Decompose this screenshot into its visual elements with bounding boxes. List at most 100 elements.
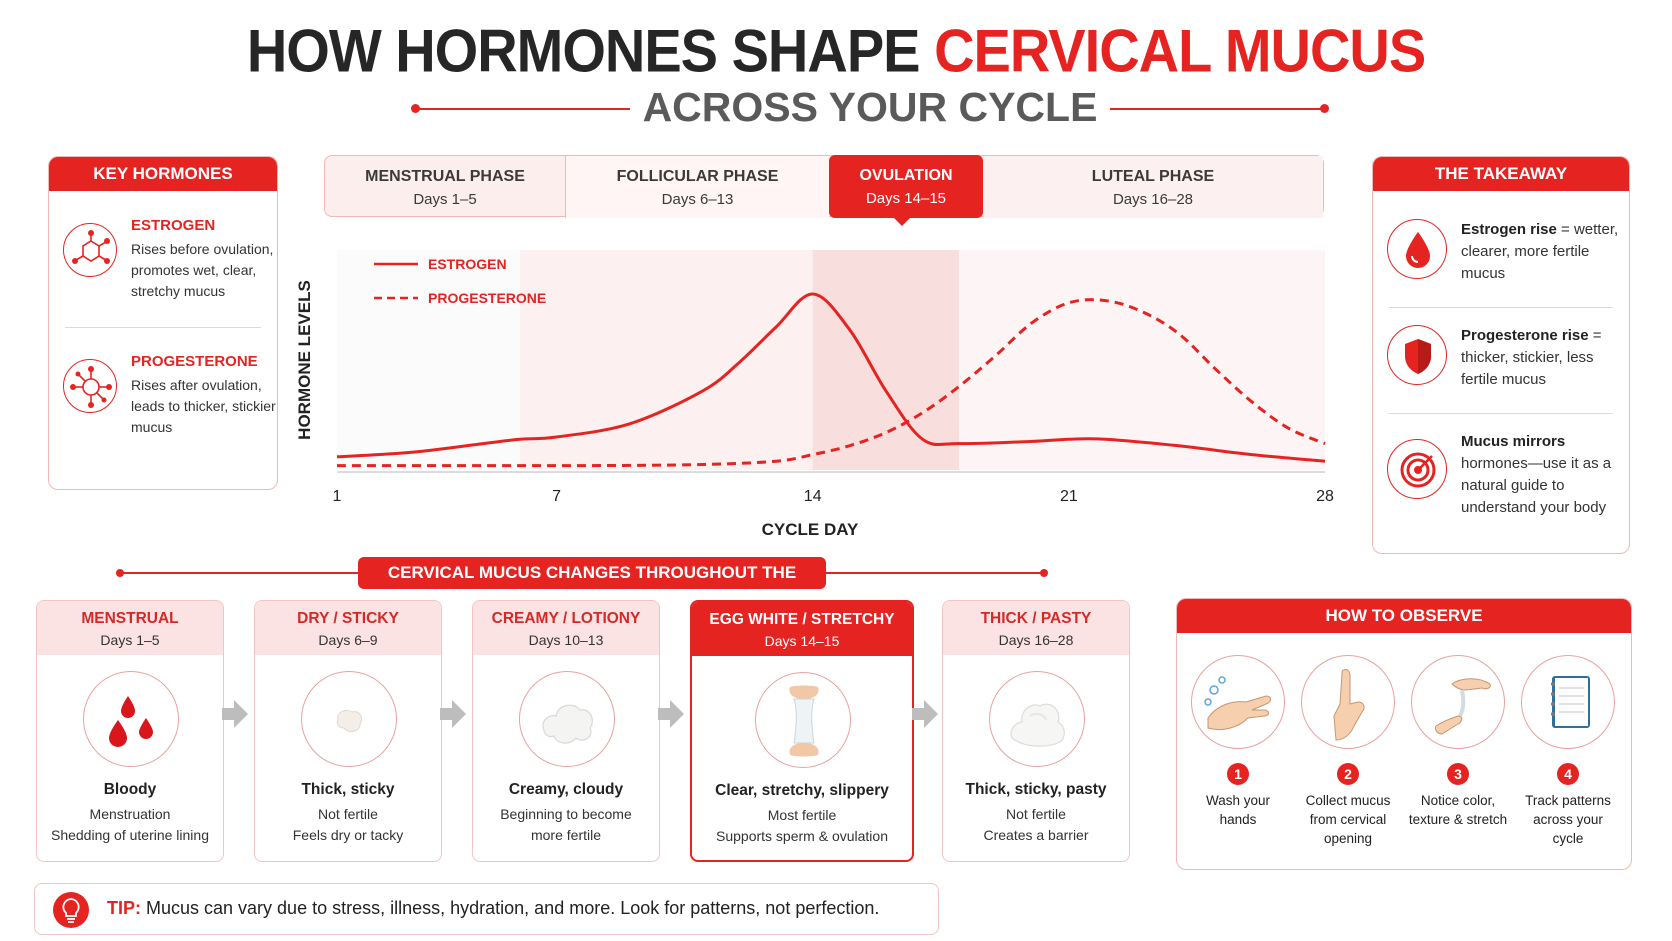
phase-follicular-name: FOLLICULAR PHASE [616,168,779,185]
step-number: 4 [1557,763,1579,785]
stretchy-fingers-icon [755,672,851,768]
mucus-rule-right [824,572,1044,574]
arrow-4 [912,700,938,728]
x-tick-label-14: 14 [804,488,822,505]
phase-follicular: FOLLICULAR PHASE Days 6–13 [565,156,829,218]
how-to-observe-panel: HOW TO OBSERVE 1 Wash your hands 2 Colle… [1176,598,1632,870]
estrogen-desc: Rises before ovulation, promotes wet, cl… [131,241,274,299]
takeaway-divider-1 [1389,307,1613,308]
series-layer [336,292,1326,468]
rule-right [1110,108,1325,110]
step-number: 2 [1337,763,1359,785]
page-subtitle: ACROSS YOUR CYCLE [642,84,1098,130]
step-text: Wash your hands [1205,793,1271,827]
hormone-chart: 1 7 14 21 28 ESTROGEN PROGESTERONE HORMONE L… [295,250,1334,539]
legend: ESTROGEN PROGESTERONE [374,256,546,306]
stretch-test-icon [1411,655,1505,749]
water-drop-icon [1387,219,1447,279]
takeaway-item-progesterone: Progesterone rise = thicker, stickier, l… [1387,325,1619,405]
hormone-divider [65,327,261,328]
x-tick-label-7: 7 [552,488,561,505]
mucus-line2: more fertile [530,827,602,843]
rule-dot-right [1320,104,1329,113]
finger-icon [1301,655,1395,749]
hormone-estrogen: ESTROGEN Rises before ovulation, promote… [63,217,273,327]
hand-wash-icon [1191,655,1285,749]
takeaway-item-estrogen: Estrogen rise = wetter, clearer, more fe… [1387,219,1619,299]
y-axis-label: HORMONE LEVELS [295,280,314,440]
rule-left [415,108,630,110]
ovulation-pointer [892,216,912,226]
phase-luteal-name: LUTEAL PHASE [1091,168,1215,185]
series-estrogen-line [336,292,1326,463]
step-text: Collect mucus from cervical opening [1305,793,1391,846]
mucus-card-menstrual: MENSTRUAL Days 1–5 Bloody Menstruation Sh… [36,600,224,862]
observe-step-2: 2 Collect mucus from cervical opening [1297,655,1399,848]
mucus-type: Thick, sticky [301,781,395,798]
x-axis-label: CYCLE DAY [762,520,859,539]
arrow-1 [222,700,248,728]
step-number: 3 [1447,763,1469,785]
mucus-type: Clear, stretchy, slippery [715,782,889,799]
observe-step-1: 1 Wash your hands [1187,655,1289,829]
mucus-name: DRY / STICKY [297,610,399,627]
takeaway-text-1: Estrogen rise = wetter, clearer, more fe… [1461,221,1619,282]
blood-drops-icon [83,671,179,767]
step-text: Track patterns across your cycle [1525,793,1611,846]
mucus-name: THICK / PASTY [980,610,1092,627]
phase-shade-2 [959,250,1325,470]
title-part-1: HOW HORMONES SHAPE [246,16,921,85]
mucus-line1: Beginning to become [500,806,632,822]
key-hormones-title: KEY HORMONES [49,157,277,191]
mucus-card-thick: THICK / PASTY Days 16–28 Thick, sticky, p… [942,600,1130,862]
mucus-line2: Creates a barrier [983,827,1089,843]
step-text: Notice color, texture & stretch [1408,793,1508,827]
mucus-type: Thick, sticky, pasty [965,781,1107,798]
mucus-type: Bloody [103,781,157,798]
shield-icon [1387,325,1447,385]
arrow-2 [440,700,466,728]
mucus-rule-dot-right [1040,569,1048,577]
phase-shade-1 [812,250,960,470]
observe-step-3: 3 Notice color, texture & stretch [1407,655,1509,829]
phase-luteal-days: Days 16–28 [1112,191,1194,208]
legend-estrogen-label: ESTROGEN [428,256,507,272]
phase-follicular-days: Days 6–13 [661,191,734,208]
arrow-3 [658,700,684,728]
phase-shade-0 [519,250,813,470]
legend-progesterone-label: PROGESTERONE [428,290,546,306]
tip-box: TIP: Mucus can vary due to stress, illne… [34,883,939,935]
phase-menstrual-days: Days 1–5 [413,191,477,208]
tick-layer: 1 7 14 21 28 [333,488,1334,505]
mucus-days: Days 10–13 [528,632,604,648]
x-tick-label-21: 21 [1060,488,1078,505]
takeaway-title: THE TAKEAWAY [1373,157,1629,191]
mucus-line1: Not fertile [318,806,378,822]
mucus-line1: Most fertile [767,807,837,823]
mucus-days: Days 6–9 [318,632,378,648]
phase-shading [519,250,1325,470]
estrogen-name: ESTROGEN [131,217,216,234]
phase-ovulation-days: Days 14–15 [865,190,947,207]
mucus-rule-dot-left [116,569,124,577]
takeaway-text-3: Mucus mirrors hormones—use it as a natur… [1461,433,1612,516]
title-part-2: CERVICAL MUCUS [934,16,1426,85]
pasty-blob-icon [989,671,1085,767]
x-tick-label-28: 28 [1316,488,1334,505]
mucus-section-title: CERVICAL MUCUS CHANGES THROUGHOUT THE CY… [358,557,826,614]
progesterone-desc: Rises after ovulation, leads to thicker,… [131,377,276,435]
tip-label: TIP: [107,898,141,918]
notebook-icon [1521,655,1615,749]
series-progesterone-line [337,298,1326,468]
mucus-rule-left [120,572,360,574]
takeaway-item-mucus: Mucus mirrors hormones—use it as a natur… [1387,431,1619,531]
observe-step-4: 4 Track patterns across your cycle [1517,655,1619,848]
mucus-name: MENSTRUAL [81,610,179,627]
mucus-line2: Feels dry or tacky [292,827,404,843]
step-number: 1 [1227,763,1249,785]
takeaway-divider-2 [1389,413,1613,414]
mucus-line1: Menstruation [89,806,171,822]
mucus-line1: Not fertile [1006,806,1066,822]
hormone-progesterone: PROGESTERONE Rises after ovulation, lead… [63,353,276,463]
mucus-line2: Supports sperm & ovulation [716,828,888,844]
